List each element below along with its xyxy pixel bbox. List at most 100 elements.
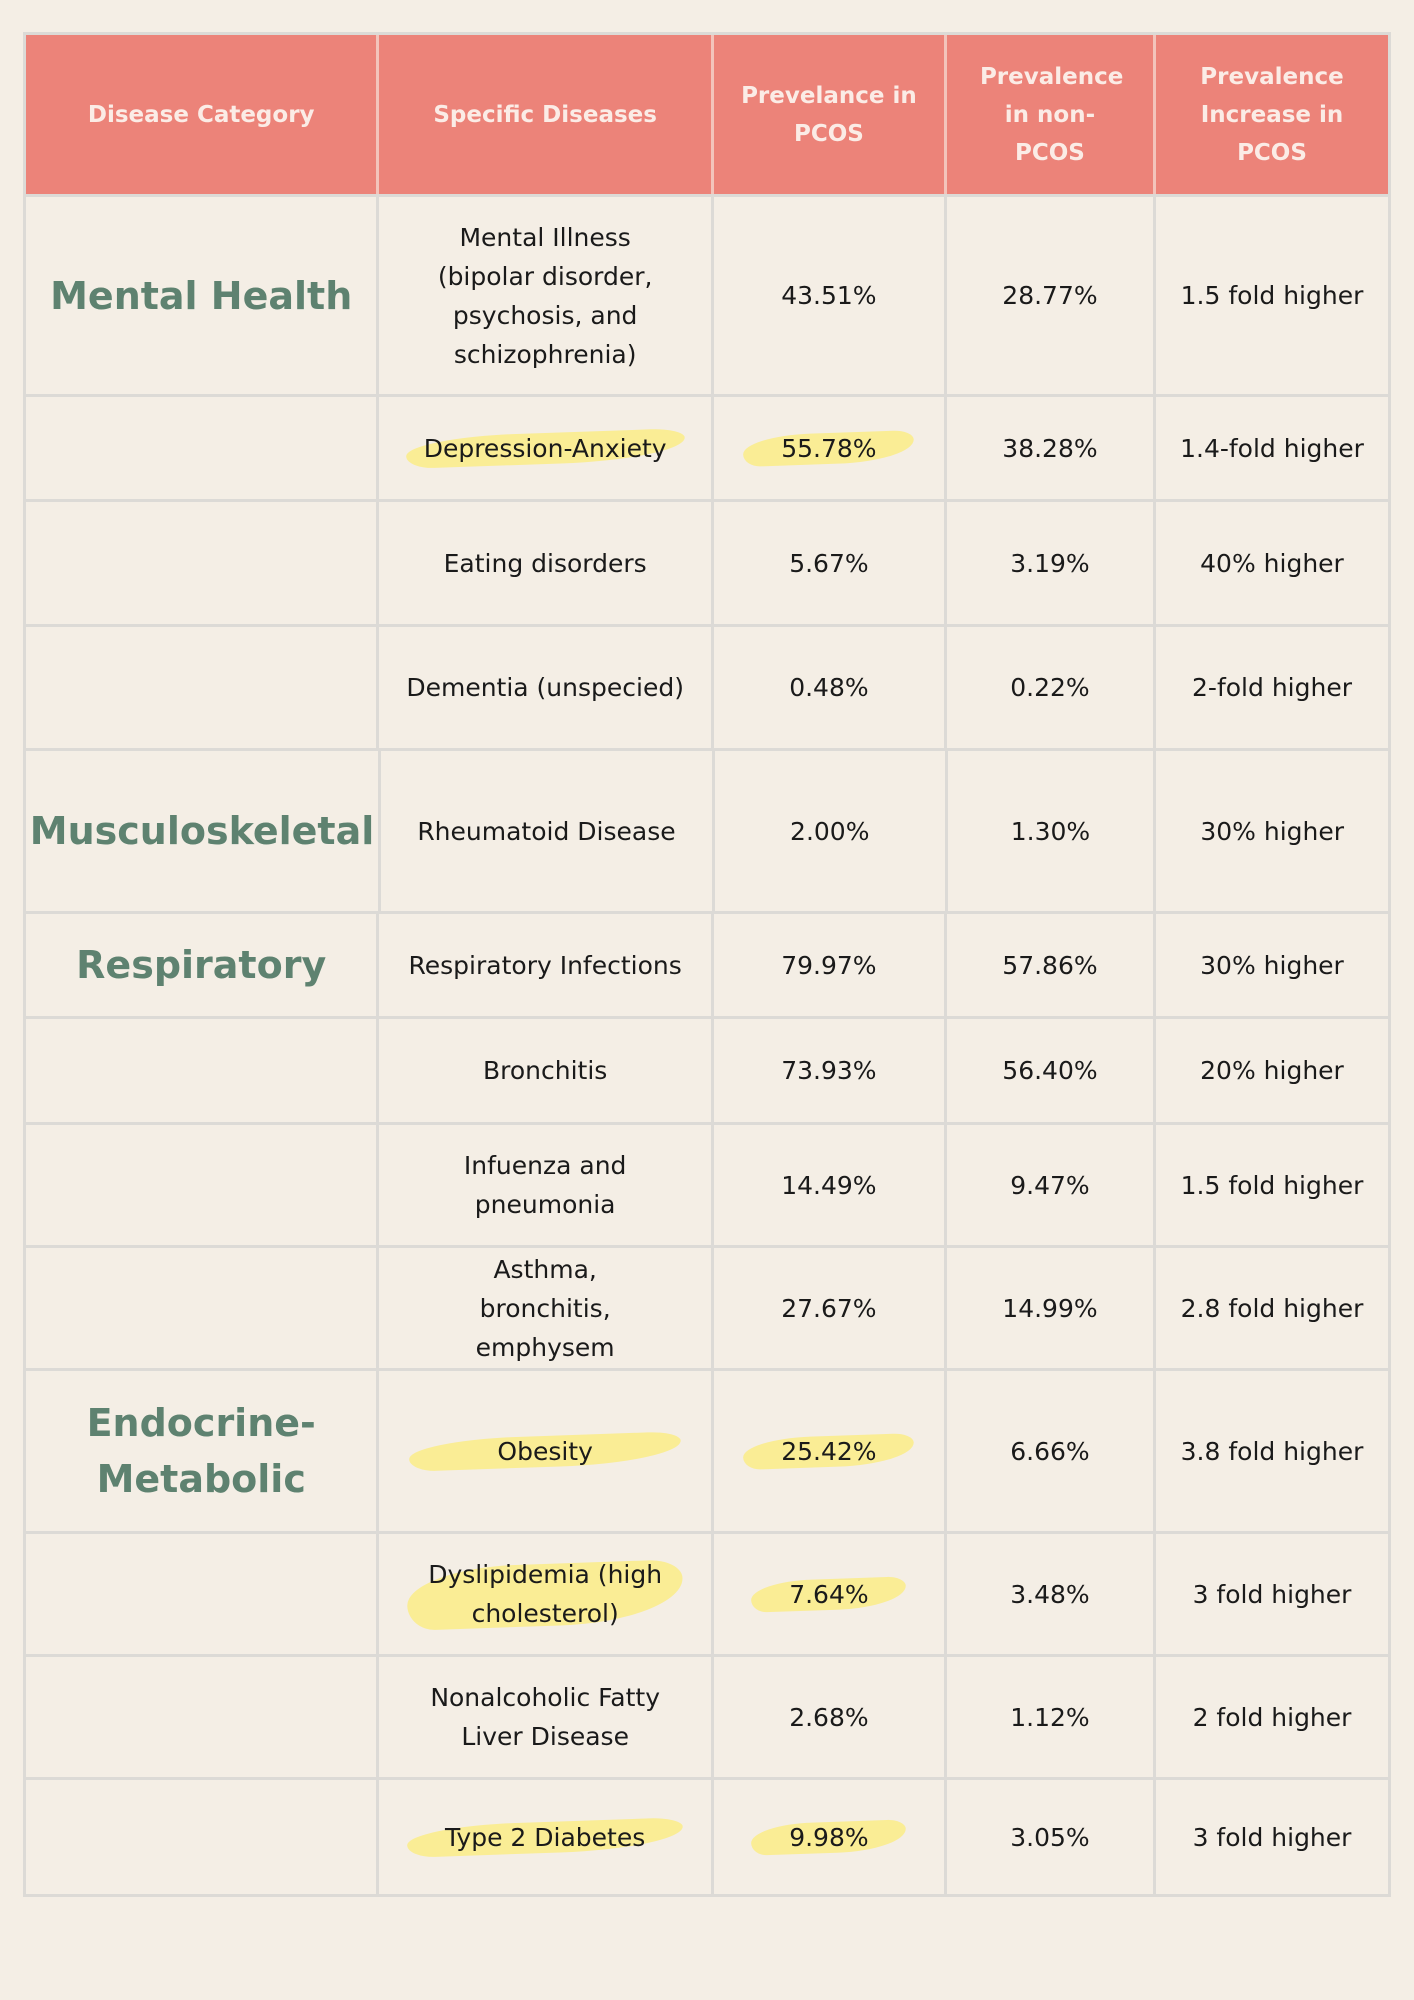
non-pcos-value: 6.66% [1010, 1436, 1090, 1466]
category-cell [26, 1019, 380, 1122]
non-pcos-value: 1.12% [1010, 1702, 1090, 1732]
increase-value: 2-fold higher [1192, 673, 1352, 702]
increase-value: 30% higher [1200, 816, 1345, 846]
disease-label: Type 2 Diabetes [435, 1818, 655, 1857]
pcos-value: 55.78% [771, 429, 886, 468]
header-prevalence-increase: Prevalence Increase in PCOS [1156, 35, 1388, 194]
increase-value: 3 fold higher [1192, 1579, 1352, 1609]
non-pcos-value: 28.77% [1002, 281, 1098, 310]
pcos-value: 43.51% [781, 281, 877, 310]
category-cell: Endocrine-Metabolic [26, 1371, 380, 1531]
non-pcos-cell: 3.48% [947, 1534, 1157, 1654]
disease-label: Respiratory Infections [408, 950, 682, 980]
increase-value: 3 fold higher [1192, 1822, 1352, 1852]
disease-cell: Type 2 Diabetes [379, 1780, 714, 1894]
pcos-value: 2.00% [790, 816, 870, 846]
non-pcos-cell: 1.12% [947, 1657, 1157, 1777]
disease-label: Dyslipidemia (high cholesterol) [415, 1555, 675, 1633]
non-pcos-cell: 28.77% [947, 197, 1157, 394]
pcos-cell: 7.64% [714, 1534, 947, 1654]
category-label: Musculoskeletal [29, 809, 375, 853]
non-pcos-value: 3.05% [1010, 1822, 1090, 1852]
pcos-value: 0.48% [789, 673, 869, 702]
disease-label: Obesity [437, 1432, 653, 1471]
pcos-prevalence-table: Disease Category Specific Diseases Preve… [23, 32, 1391, 1897]
non-pcos-cell: 3.19% [947, 502, 1157, 624]
disease-cell: Bronchitis [379, 1019, 714, 1122]
non-pcos-cell: 1.30% [948, 751, 1157, 911]
non-pcos-cell: 56.40% [947, 1019, 1157, 1122]
increase-value: 20% higher [1200, 1056, 1344, 1085]
category-cell [26, 1780, 380, 1894]
non-pcos-value: 38.28% [1002, 433, 1098, 463]
pcos-cell: 2.00% [715, 751, 948, 911]
disease-label: Rheumatoid Disease [417, 816, 676, 846]
pcos-value: 27.67% [781, 1293, 877, 1323]
pcos-value: 25.42% [771, 1432, 886, 1471]
increase-cell: 30% higher [1156, 914, 1388, 1016]
disease-cell: Infuenza and pneumonia [379, 1125, 714, 1245]
increase-value: 1.4-fold higher [1180, 433, 1364, 463]
category-cell [26, 627, 380, 748]
table-header-row: Disease Category Specific Diseases Preve… [26, 35, 1388, 197]
table-row: Respiratory Respiratory Infections 79.97… [26, 914, 1388, 1019]
table-row: Musculoskeletal Rheumatoid Disease 2.00%… [26, 751, 1388, 914]
increase-cell: 30% higher [1156, 751, 1388, 911]
disease-cell: Mental Illness (bipolar disorder, psycho… [379, 197, 714, 394]
pcos-value: 79.97% [781, 950, 877, 980]
header-label: Specific Diseases [433, 101, 657, 128]
header-prevalence-non-pcos: Prevalence in non-PCOS [947, 35, 1157, 194]
non-pcos-value: 57.86% [1002, 950, 1098, 980]
pcos-cell: 79.97% [714, 914, 947, 1016]
non-pcos-value: 3.19% [1010, 548, 1090, 578]
category-cell [26, 1125, 380, 1245]
header-label: Disease Category [87, 101, 315, 128]
category-cell [26, 397, 380, 499]
pcos-value: 7.64% [779, 1575, 878, 1614]
increase-cell: 1.5 fold higher [1156, 197, 1388, 394]
pcos-cell: 5.67% [714, 502, 947, 624]
table-row: Asthma, bronchitis, emphysem 27.67% 14.9… [26, 1248, 1388, 1371]
increase-value: 1.5 fold higher [1180, 281, 1364, 310]
pcos-cell: 27.67% [714, 1248, 947, 1368]
header-label: Prevelance in PCOS [741, 82, 917, 147]
increase-cell: 40% higher [1156, 502, 1388, 624]
disease-cell: Dementia (unspecied) [379, 627, 714, 748]
non-pcos-value: 14.99% [1002, 1293, 1098, 1323]
non-pcos-cell: 6.66% [947, 1371, 1157, 1531]
pcos-cell: 73.93% [714, 1019, 947, 1122]
disease-label: Eating disorders [443, 548, 647, 578]
non-pcos-cell: 3.05% [947, 1780, 1157, 1894]
pcos-cell: 2.68% [714, 1657, 947, 1777]
disease-cell: Eating disorders [379, 502, 714, 624]
header-label: Prevalence in non-PCOS [979, 63, 1124, 166]
non-pcos-value: 3.48% [1010, 1579, 1090, 1609]
disease-label: Mental Illness (bipolar disorder, psycho… [437, 222, 653, 369]
pcos-cell: 25.42% [714, 1371, 947, 1531]
increase-value: 1.5 fold higher [1180, 1170, 1364, 1200]
increase-cell: 2 fold higher [1156, 1657, 1388, 1777]
disease-cell: Obesity [379, 1371, 714, 1531]
pcos-value: 5.67% [789, 548, 869, 578]
table-row: Type 2 Diabetes 9.98% 3.05% 3 fold highe… [26, 1780, 1388, 1894]
disease-label: Dementia (unspecied) [406, 673, 684, 702]
disease-cell: Nonalcoholic Fatty Liver Disease [379, 1657, 714, 1777]
table-row: Nonalcoholic Fatty Liver Disease 2.68% 1… [26, 1657, 1388, 1780]
disease-label: Infuenza and pneumonia [463, 1151, 627, 1219]
header-prevalence-pcos: Prevelance in PCOS [714, 35, 947, 194]
disease-cell: Dyslipidemia (high cholesterol) [379, 1534, 714, 1654]
disease-cell: Asthma, bronchitis, emphysem [379, 1248, 714, 1368]
non-pcos-cell: 9.47% [947, 1125, 1157, 1245]
pcos-value: 14.49% [781, 1170, 877, 1200]
disease-label: Depression-Anxiety [414, 429, 677, 468]
table-row: Endocrine-Metabolic Obesity 25.42% 6.66%… [26, 1371, 1388, 1534]
pcos-cell: 14.49% [714, 1125, 947, 1245]
increase-cell: 1.5 fold higher [1156, 1125, 1388, 1245]
disease-cell: Depression-Anxiety [379, 397, 714, 499]
non-pcos-cell: 57.86% [947, 914, 1157, 1016]
increase-value: 40% higher [1200, 548, 1344, 578]
category-cell: Mental Health [26, 197, 380, 394]
category-cell: Respiratory [26, 914, 380, 1016]
increase-cell: 3.8 fold higher [1156, 1371, 1388, 1531]
pcos-cell: 55.78% [714, 397, 947, 499]
